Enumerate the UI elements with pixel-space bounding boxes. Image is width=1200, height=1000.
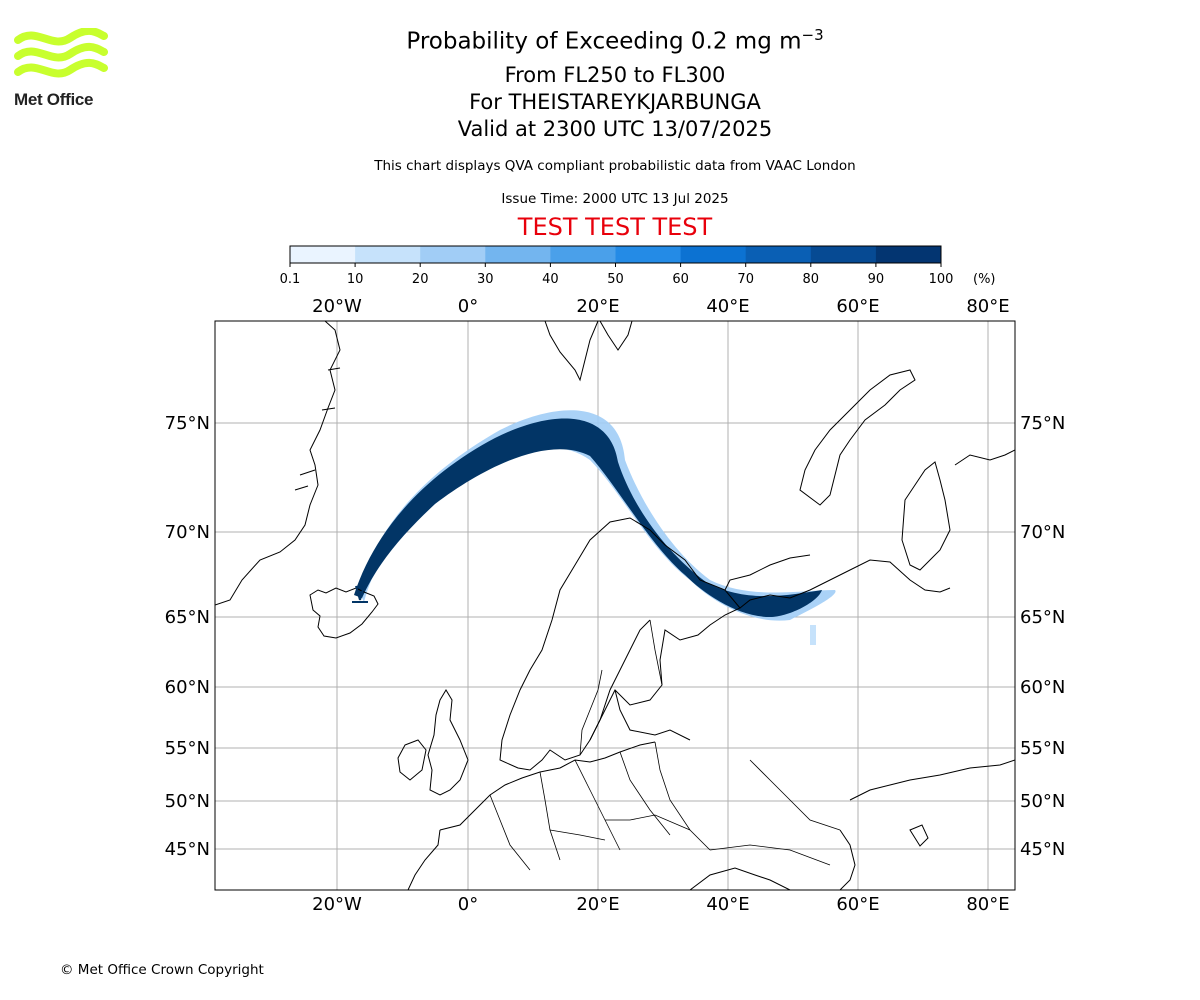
novaya-zemlya-coast	[799, 369, 916, 506]
lat-label-left: 45°N	[165, 839, 210, 860]
lon-label-top: 60°E	[836, 296, 879, 317]
plume-fragment	[810, 625, 816, 645]
valid-time: Valid at 2300 UTC 13/07/2025	[457, 117, 773, 141]
probability-colorbar: 0.1 10 20 30 40 50 60 70 80 90 100 (%)	[280, 245, 996, 287]
colorbar-bin	[680, 246, 747, 263]
baltic-coast	[589, 619, 691, 741]
colorbar-bin	[615, 246, 682, 263]
test-banner: TEST TEST TEST	[517, 213, 713, 241]
colorbar-bin	[875, 246, 942, 263]
svalbard-coast	[544, 321, 633, 382]
iceland-coast	[309, 587, 379, 639]
colorbar-tick-label: 10	[347, 272, 364, 287]
lon-label-top: 40°E	[706, 296, 749, 317]
lon-label-top: 20°E	[576, 296, 619, 317]
yamal-coast	[901, 449, 1015, 571]
colorbar-tick-label: 90	[868, 272, 885, 287]
lat-label-left: 50°N	[165, 791, 210, 812]
lon-label-bottom: 40°E	[706, 894, 749, 915]
lon-label-top: 20°W	[312, 296, 362, 317]
lat-label-right: 45°N	[1020, 839, 1065, 860]
greenland-fjords	[294, 367, 341, 491]
black-sea-coast	[689, 759, 1015, 890]
colorbar-bin	[810, 246, 877, 263]
volcano-marker	[352, 585, 368, 603]
colorbar-unit-label: (%)	[973, 272, 996, 287]
greenland-coast	[215, 321, 341, 606]
colorbar-bin	[420, 246, 486, 263]
europe-coast	[407, 741, 656, 890]
plume-core	[354, 418, 822, 618]
lat-label-left: 75°N	[165, 413, 210, 434]
colorbar-tick-label: 70	[737, 272, 754, 287]
map-frame	[214, 320, 1016, 891]
volcano-name: For THEISTAREYKJARBUNGA	[469, 90, 761, 114]
colorbar-bin	[290, 246, 356, 263]
colorbar-bin	[355, 246, 421, 263]
lon-label-top: 0°	[458, 296, 478, 317]
met-office-waves-icon	[14, 27, 108, 78]
lat-label-right: 55°N	[1020, 738, 1065, 759]
lon-label-top: 80°E	[966, 296, 1009, 317]
aral-coast	[909, 824, 929, 847]
colorbar-tick-label: 20	[412, 272, 429, 287]
country-borders	[489, 619, 841, 871]
colorbar-tick-label: 50	[607, 272, 624, 287]
lat-label-left: 55°N	[165, 738, 210, 759]
colorbar-bin	[485, 246, 551, 263]
data-disclaimer: This chart displays QVA compliant probab…	[374, 158, 856, 174]
colorbar-tick-label: 60	[672, 272, 689, 287]
lon-label-bottom: 0°	[458, 894, 478, 915]
lon-label-bottom: 20°E	[576, 894, 619, 915]
lon-label-bottom: 80°E	[966, 894, 1009, 915]
britain-coast	[427, 689, 469, 796]
lat-label-right: 60°N	[1020, 677, 1065, 698]
title-superscript: −3	[801, 26, 824, 44]
copyright-notice: © Met Office Crown Copyright	[60, 962, 264, 978]
colorbar-tick-label: 0.1	[280, 272, 301, 287]
lat-label-right: 50°N	[1020, 791, 1065, 812]
map-background	[215, 321, 1015, 890]
map-panel: 20°W 0° 20°E 40°E 60°E 80°E 20°W 0° 20°E…	[165, 296, 1066, 915]
graticule	[215, 321, 1015, 890]
ireland-coast	[397, 739, 427, 781]
colorbar-tick-label: 100	[929, 272, 954, 287]
met-office-logo: Met Office	[14, 27, 109, 112]
colorbar-bin	[745, 246, 812, 263]
colorbar-tick-label: 80	[803, 272, 820, 287]
colorbar-bin	[550, 246, 616, 263]
lat-label-left: 70°N	[165, 522, 210, 543]
lat-label-right: 70°N	[1020, 522, 1065, 543]
colorbar-tick-label: 30	[477, 272, 494, 287]
lat-label-left: 60°N	[165, 677, 210, 698]
lon-label-bottom: 20°W	[312, 894, 362, 915]
lat-label-right: 75°N	[1020, 413, 1065, 434]
lat-label-right: 65°N	[1020, 607, 1065, 628]
chart-title: Probability of Exceeding 0.2 mg m−3	[0, 26, 1200, 55]
flight-level-range: From FL250 to FL300	[504, 63, 726, 87]
colorbar-tick-label: 40	[542, 272, 559, 287]
logo-wordmark: Met Office	[14, 90, 94, 109]
title-text: Probability of Exceeding 0.2 mg m	[406, 28, 802, 55]
issue-time: Issue Time: 2000 UTC 13 Jul 2025	[501, 191, 729, 207]
ash-plume	[354, 410, 836, 645]
white-sea-coast	[724, 554, 951, 609]
lat-label-left: 65°N	[165, 607, 210, 628]
lon-label-bottom: 60°E	[836, 894, 879, 915]
